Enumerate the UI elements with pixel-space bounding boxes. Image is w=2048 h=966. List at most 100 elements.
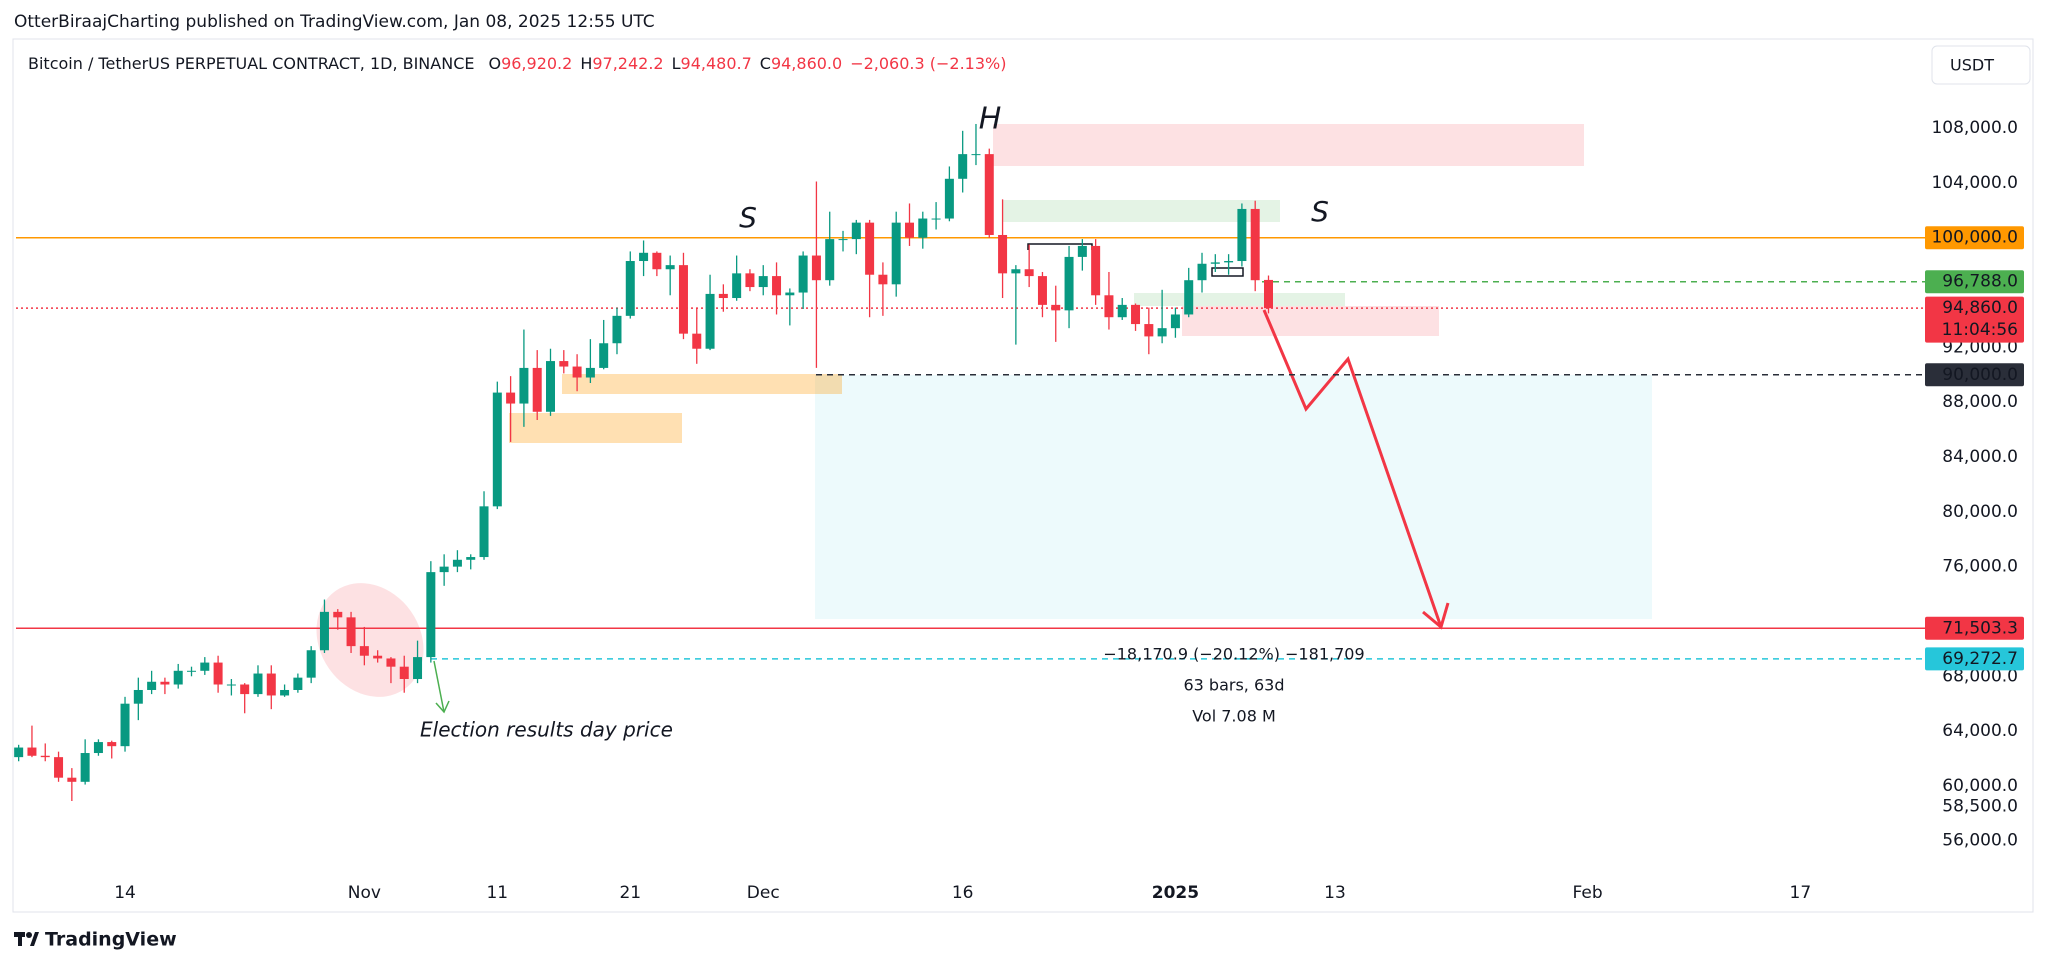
- candle-body: [1037, 276, 1047, 305]
- candle-body: [1091, 245, 1101, 296]
- candle-body: [1024, 269, 1034, 277]
- candle-body: [266, 673, 276, 696]
- candle-body: [319, 611, 329, 651]
- candle-body: [665, 265, 675, 270]
- ohlc-key: C: [760, 54, 771, 73]
- candle-body: [213, 662, 223, 685]
- x-tick-label: 14: [114, 883, 136, 903]
- candle-body: [439, 566, 449, 573]
- ohlc-key: H: [580, 54, 592, 73]
- candle-body: [1237, 208, 1247, 262]
- target-zone: [815, 375, 1652, 619]
- candle-body: [652, 252, 662, 270]
- candle-body: [944, 178, 954, 219]
- candle-body: [1250, 208, 1260, 281]
- candle-body: [346, 617, 356, 647]
- y-tick-label: 58,500.0: [1942, 796, 2018, 816]
- candle-body: [546, 361, 556, 412]
- candle-body: [559, 361, 569, 367]
- candle-body: [891, 222, 901, 285]
- annotation: H: [979, 102, 1002, 137]
- currency-button[interactable]: [1931, 45, 2031, 85]
- candle-body: [931, 218, 941, 220]
- ohlc-key: L: [672, 54, 681, 73]
- candle-body: [27, 747, 37, 756]
- symbol-legend: Bitcoin / TetherUS PERPETUAL CONTRACT, 1…: [28, 54, 1006, 73]
- candle-body: [506, 392, 516, 404]
- price-label-box: [1925, 647, 2024, 671]
- candle-body: [14, 747, 24, 758]
- candle-body: [479, 506, 489, 558]
- x-tick-label: Feb: [1573, 883, 1603, 903]
- candle-body: [599, 343, 609, 368]
- candle-body: [187, 670, 197, 672]
- y-tick-label: 80,000.0: [1942, 502, 2018, 522]
- green-zone: [1003, 200, 1280, 222]
- candle-body: [386, 658, 396, 667]
- candle-body: [798, 255, 808, 293]
- candle-body: [532, 367, 542, 412]
- candle-body: [426, 572, 436, 658]
- price-label: 100,000.0: [1931, 228, 2018, 248]
- y-tick-label: 88,000.0: [1942, 392, 2018, 412]
- candle-body: [705, 293, 715, 349]
- price-label-box: [1925, 226, 2024, 250]
- candle-body: [333, 611, 343, 618]
- currency-label[interactable]: USDT: [1950, 56, 1994, 75]
- candle-body: [293, 677, 303, 690]
- candle-body: [67, 777, 77, 782]
- candle-body: [1011, 269, 1021, 274]
- candle-body: [519, 367, 529, 404]
- price-label-box: [1925, 270, 2024, 294]
- supply-zone: [993, 124, 1584, 166]
- measurement-label: Vol 7.08 M: [1192, 707, 1276, 726]
- candle-body: [865, 222, 875, 275]
- brand-logo: [14, 932, 39, 946]
- measurement-label: 63 bars, 63d: [1183, 676, 1284, 695]
- candle-body: [240, 684, 250, 695]
- candle-body: [732, 273, 742, 299]
- price-label: 90,000.0: [1942, 365, 2018, 385]
- measurement-label: −18,170.9 (−20.12%) −181,709: [1103, 645, 1364, 664]
- candle-body: [572, 366, 582, 378]
- candle-body: [585, 367, 595, 378]
- x-tick-label: 11: [486, 883, 508, 903]
- y-tick-label: 60,000.0: [1942, 776, 2018, 796]
- candle-body: [373, 655, 383, 659]
- ohlc-key: O: [488, 54, 501, 73]
- candle-body: [399, 666, 409, 680]
- annotation: S: [1311, 195, 1329, 228]
- candle-body: [492, 392, 502, 507]
- ohlc-value: 94,860.0: [771, 54, 842, 73]
- pointer-arrow: [433, 660, 445, 713]
- candle-body: [1210, 262, 1220, 264]
- candle-body: [226, 684, 236, 686]
- candle-body: [359, 646, 369, 656]
- candle-body: [173, 670, 183, 685]
- candle-body: [93, 742, 103, 754]
- drawings: [316, 124, 1652, 714]
- x-tick-label: 13: [1324, 883, 1346, 903]
- logo-part: [30, 932, 39, 946]
- candle-body: [452, 559, 462, 567]
- y-tick-label: 56,000.0: [1942, 831, 2018, 851]
- candle-body: [1144, 324, 1154, 337]
- candle-body: [1051, 304, 1061, 311]
- ohlc-value: 96,920.2: [501, 54, 572, 73]
- candle-body: [1077, 245, 1087, 257]
- candle-body: [1157, 328, 1167, 337]
- price-label-box: [1925, 616, 2024, 640]
- publisher-line: OtterBiraajCharting published on Trading…: [14, 12, 655, 32]
- price-label: 94,860.0: [1942, 298, 2018, 318]
- candle-body: [918, 218, 928, 238]
- candle-body: [838, 239, 848, 241]
- candle-body: [54, 757, 64, 778]
- x-tick-label: 16: [952, 883, 974, 903]
- price-label: 96,788.0: [1942, 272, 2018, 292]
- candle-body: [413, 657, 423, 680]
- brand-name: TradingView: [45, 929, 177, 951]
- candle-body: [904, 222, 914, 238]
- price-label-box: [1925, 363, 2024, 387]
- candle-body: [785, 292, 795, 296]
